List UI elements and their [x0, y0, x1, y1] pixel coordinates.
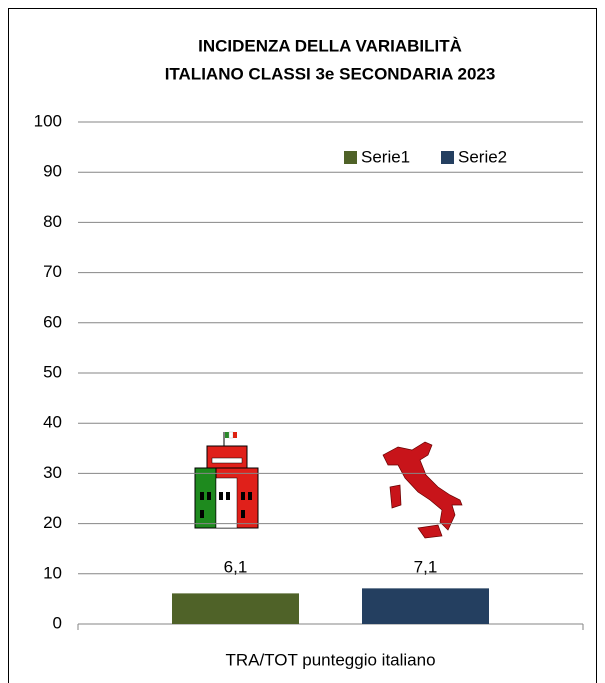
y-tick-label: 90: [43, 162, 62, 181]
chart-title: ITALIANO CLASSI 3e SECONDARIA 2023: [165, 64, 496, 83]
school-icon: [194, 431, 259, 529]
y-tick-label: 20: [43, 513, 62, 532]
legend-swatch: [441, 151, 454, 164]
y-tick-label: 10: [43, 563, 62, 582]
y-tick-label: 50: [43, 362, 62, 381]
y-tick-label: 100: [34, 111, 62, 130]
chart-title: INCIDENZA DELLA VARIABILITÀ: [198, 36, 462, 55]
x-tick-label: TRA/TOT punteggio italiano: [225, 650, 435, 669]
legend-swatch: [344, 151, 357, 164]
legend-label: Serie1: [361, 147, 410, 166]
y-tick-label: 0: [53, 613, 62, 632]
chart-border: [8, 8, 597, 683]
y-tick-label: 40: [43, 413, 62, 432]
y-tick-label: 70: [43, 262, 62, 281]
y-tick-label: 60: [43, 312, 62, 331]
bar: [172, 593, 299, 624]
legend-label: Serie2: [458, 147, 507, 166]
y-tick-label: 80: [43, 212, 62, 231]
y-tick-label: 30: [43, 463, 62, 482]
bar: [362, 588, 489, 624]
value-label: 6,1: [224, 557, 248, 576]
value-label: 7,1: [414, 557, 438, 576]
italy-icon: [382, 441, 463, 539]
